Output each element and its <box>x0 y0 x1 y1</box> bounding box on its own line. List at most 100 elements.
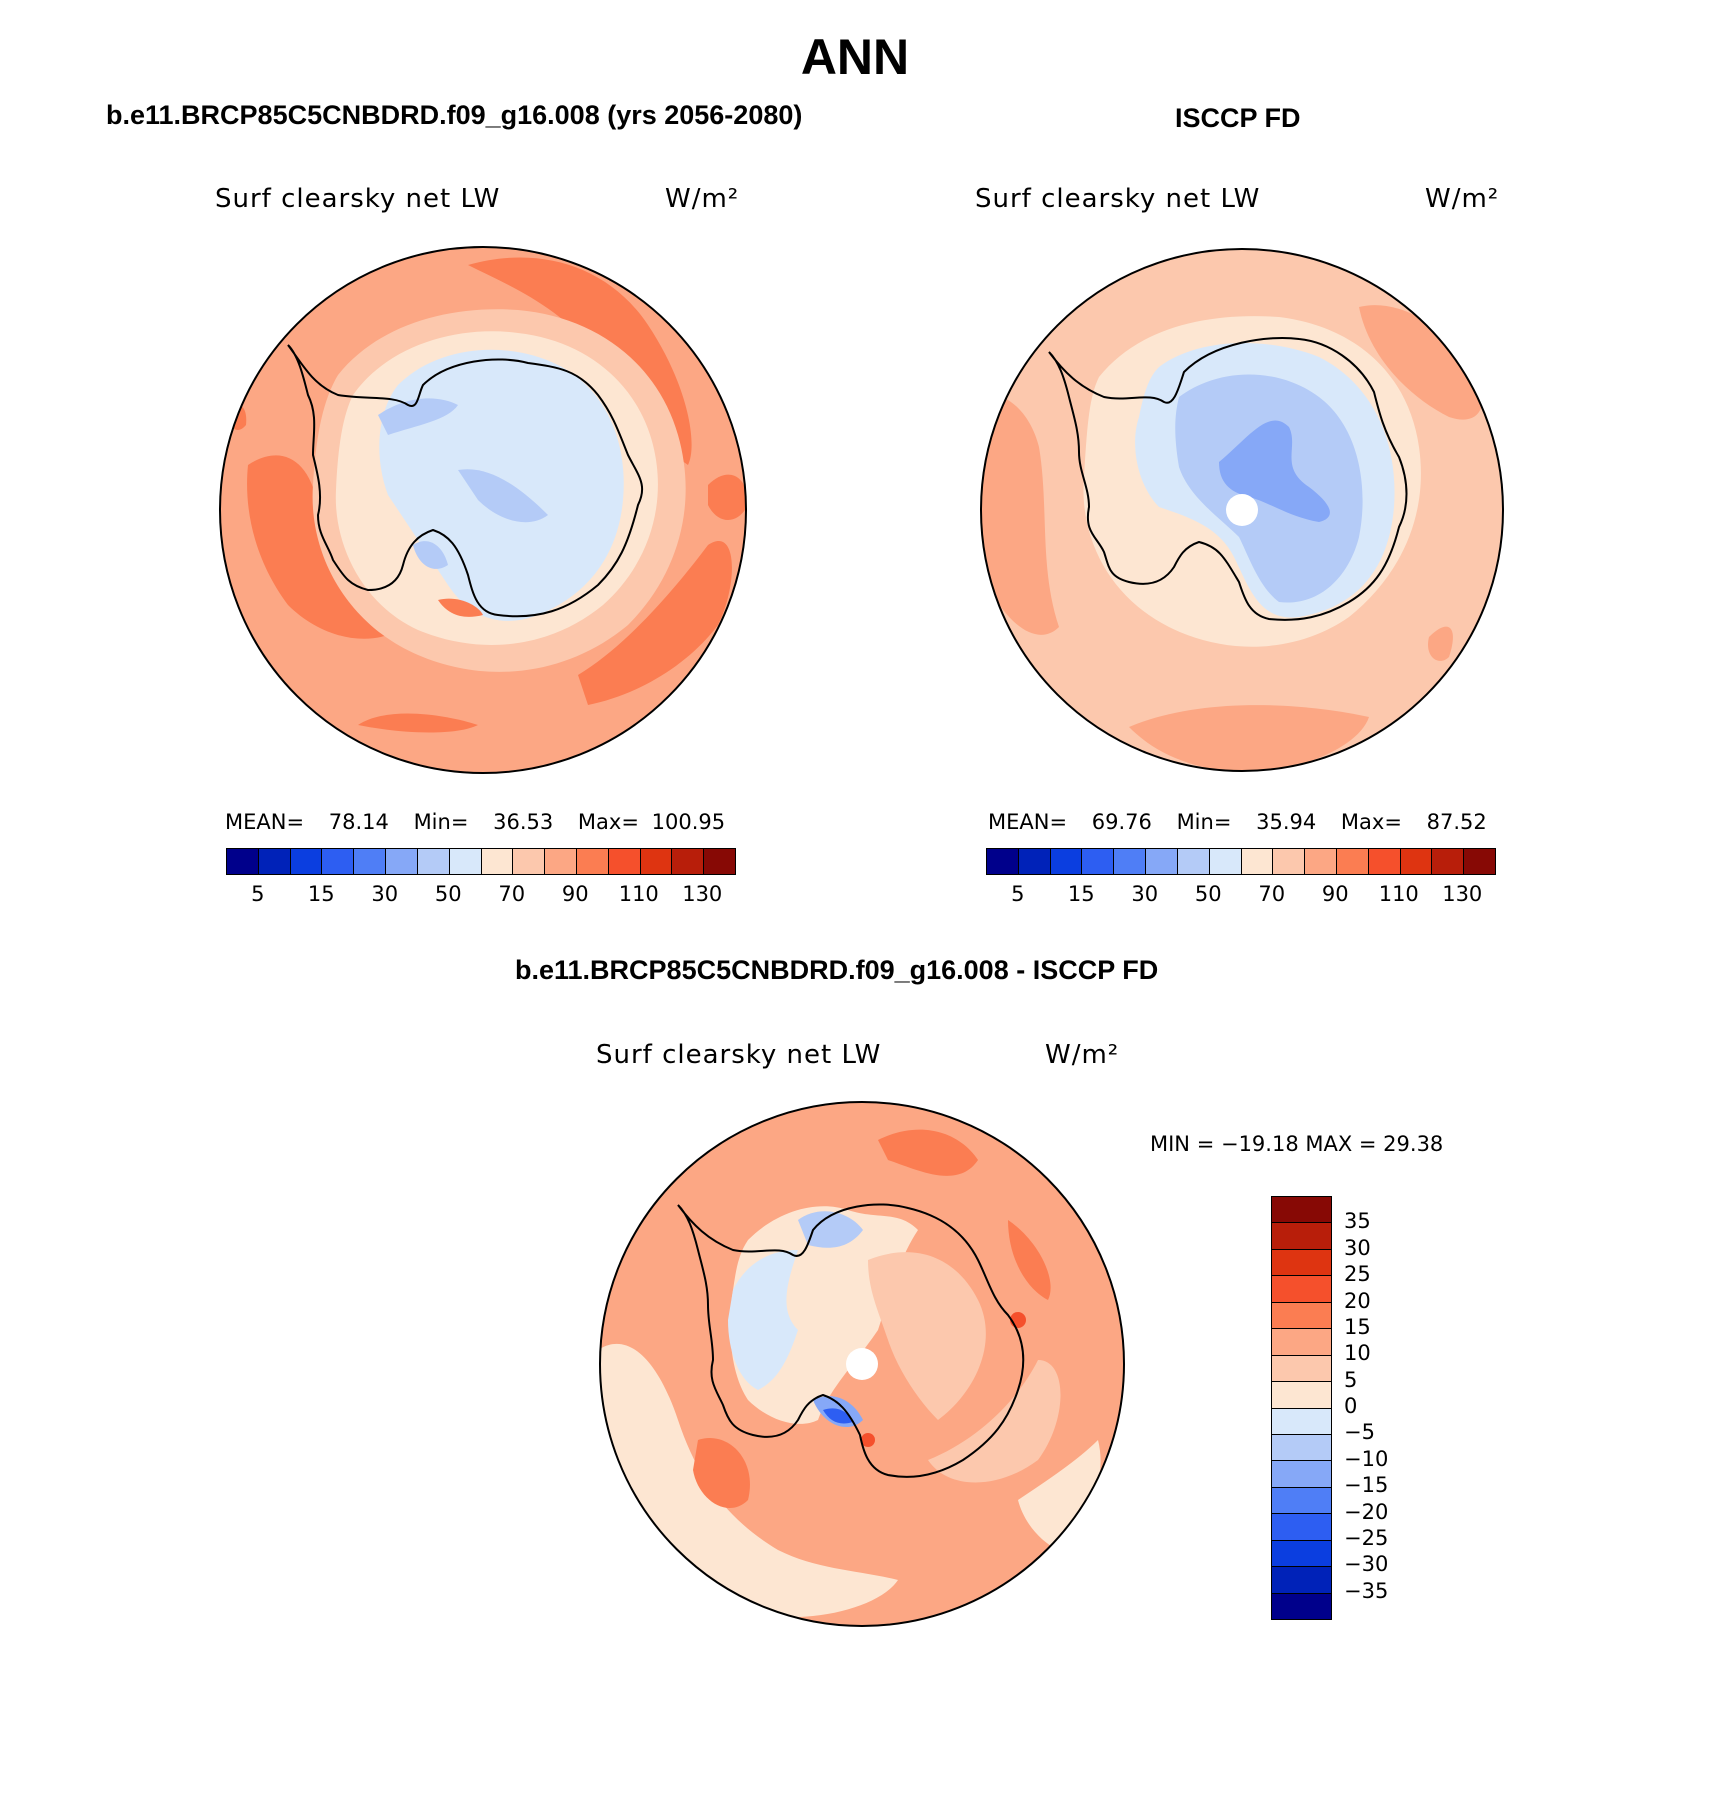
right-map-patch <box>1359 305 1483 420</box>
diff-minmax: MIN = −19.18 MAX = 29.38 <box>1150 1132 1444 1156</box>
diff-colorbar-swatch <box>1272 1487 1331 1515</box>
diff-colorbar-swatch <box>1272 1302 1331 1330</box>
diff-units-label: W/m² <box>1045 1040 1120 1070</box>
left-colorbar-swatch <box>322 849 355 874</box>
right-map-coastline <box>1048 336 1408 621</box>
left-map-interior <box>413 541 448 569</box>
left-colorbar-tick-label: 70 <box>498 882 526 906</box>
right-colorbar <box>986 848 1496 875</box>
diff-map-coastline <box>677 1203 1025 1478</box>
right-units-label: W/m² <box>1425 184 1500 214</box>
left-min-value: 36.53 <box>493 810 554 834</box>
right-colorbar-tick-label: 90 <box>1321 882 1349 906</box>
left-colorbar-swatch <box>576 849 609 874</box>
diff-map-patch <box>928 1360 1061 1483</box>
right-colorbar-swatch <box>1177 849 1210 874</box>
diff-colorbar-swatch <box>1272 1223 1331 1250</box>
right-colorbar-tick-label: 70 <box>1258 882 1286 906</box>
diff-colorbar-swatch <box>1272 1567 1331 1594</box>
right-colorbar-swatch <box>1114 849 1147 874</box>
right-colorbar-tick-label: 5 <box>1011 882 1025 906</box>
left-colorbar-swatch <box>417 849 450 874</box>
left-map-patch <box>358 713 478 733</box>
right-map <box>980 248 1504 772</box>
diff-colorbar-tick-label: −5 <box>1344 1420 1375 1445</box>
diff-variable-label: Surf clearsky net LW <box>596 1040 882 1070</box>
right-colorbar-swatch <box>1305 849 1337 874</box>
right-colorbar-swatch <box>1368 849 1401 874</box>
right-map-boundary <box>980 248 1504 772</box>
right-colorbar-swatch <box>1336 849 1369 874</box>
left-variable-label: Surf clearsky net LW <box>215 184 501 214</box>
right-map-patch <box>1428 626 1453 661</box>
left-colorbar-tick-label: 15 <box>307 882 335 906</box>
diff-map-patch <box>878 1129 978 1176</box>
left-colorbar-tick-label: 50 <box>434 882 462 906</box>
right-colorbar-swatch <box>1209 849 1242 874</box>
left-colorbar-tick-label: 130 <box>682 882 723 906</box>
diff-colorbar-tick-label: 20 <box>1344 1288 1371 1313</box>
figure-title: ANN <box>800 29 910 85</box>
diff-colorbar-swatch <box>1272 1540 1331 1568</box>
diff-colorbar-swatch <box>1272 1514 1331 1541</box>
right-max-value: 87.52 <box>1426 810 1487 834</box>
left-colorbar-swatch <box>704 849 735 874</box>
right-colorbar-swatch <box>1241 849 1274 874</box>
left-map-boundary <box>219 246 747 774</box>
diff-map-patch <box>1008 1220 1051 1300</box>
diff-colorbar-swatch <box>1272 1276 1331 1303</box>
diff-colorbar-swatch <box>1272 1434 1331 1462</box>
left-colorbar-swatch <box>640 849 673 874</box>
diff-colorbar-tick-label: −20 <box>1344 1499 1389 1524</box>
left-map-patch <box>578 541 732 705</box>
right-colorbar-swatch <box>1082 849 1115 874</box>
left-panel-title: b.e11.BRCP85C5CNBDRD.f09_g16.008 (yrs 20… <box>106 100 803 130</box>
right-colorbar-tick-label: 110 <box>1378 882 1419 906</box>
diff-map-interior <box>728 1250 798 1390</box>
left-colorbar-tick-label: 110 <box>618 882 659 906</box>
right-map-patch <box>981 394 1059 635</box>
right-colorbar-tick-label: 30 <box>1131 882 1159 906</box>
diff-map-pole-hole <box>846 1348 878 1380</box>
diff-colorbar-tick-label: −35 <box>1344 1578 1389 1603</box>
right-colorbar-swatch <box>1146 849 1178 874</box>
diff-colorbar-tick-label: 5 <box>1344 1367 1358 1392</box>
right-map-interior <box>1219 420 1330 522</box>
right-mean-value: 69.76 <box>1091 810 1152 834</box>
left-colorbar <box>226 848 736 875</box>
left-colorbar-swatch <box>481 849 514 874</box>
right-max-label: Max= <box>1340 810 1402 834</box>
diff-colorbar-tick-label: 30 <box>1344 1235 1371 1260</box>
left-min-label: Min= <box>413 810 469 834</box>
left-units-label: W/m² <box>665 184 740 214</box>
diff-map-interior <box>798 1211 863 1248</box>
left-colorbar-swatch <box>354 849 387 874</box>
left-colorbar-swatch <box>290 849 323 874</box>
left-map-patch <box>468 257 692 465</box>
right-colorbar-swatch <box>1400 849 1433 874</box>
left-max-label: Max= <box>577 810 639 834</box>
right-colorbar-tick-label: 15 <box>1067 882 1095 906</box>
right-min-value: 35.94 <box>1256 810 1317 834</box>
left-colorbar-swatch <box>608 849 641 874</box>
left-map-patch <box>708 474 746 520</box>
left-max-value: 100.95 <box>651 810 726 834</box>
diff-panel-title: b.e11.BRCP85C5CNBDRD.f09_g16.008 - ISCCP… <box>515 955 1159 985</box>
right-panel-title: ISCCP FD <box>1175 103 1301 133</box>
right-colorbar-swatch <box>1432 849 1465 874</box>
diff-colorbar-tick-label: 25 <box>1344 1262 1371 1287</box>
left-mean-value: 78.14 <box>328 810 389 834</box>
diff-map-hotspot <box>861 1433 875 1447</box>
right-map-pole-hole <box>1226 494 1258 526</box>
diff-colorbar-tick-label: −25 <box>1344 1525 1389 1550</box>
left-colorbar-swatch <box>258 849 291 874</box>
diff-colorbar-tick-label: 0 <box>1344 1394 1358 1418</box>
left-colorbar-swatch <box>513 849 546 874</box>
diff-colorbar-swatch <box>1272 1329 1331 1356</box>
left-colorbar-tick-label: 30 <box>371 882 399 906</box>
diff-colorbar-swatch <box>1272 1461 1331 1488</box>
left-colorbar-tick-label: 90 <box>561 882 589 906</box>
right-stats: MEAN= 69.76 Min= 35.94 Max= 87.52 <box>988 810 1487 834</box>
left-colorbar-tick-label: 5 <box>251 882 265 906</box>
diff-map-patch <box>693 1438 750 1509</box>
